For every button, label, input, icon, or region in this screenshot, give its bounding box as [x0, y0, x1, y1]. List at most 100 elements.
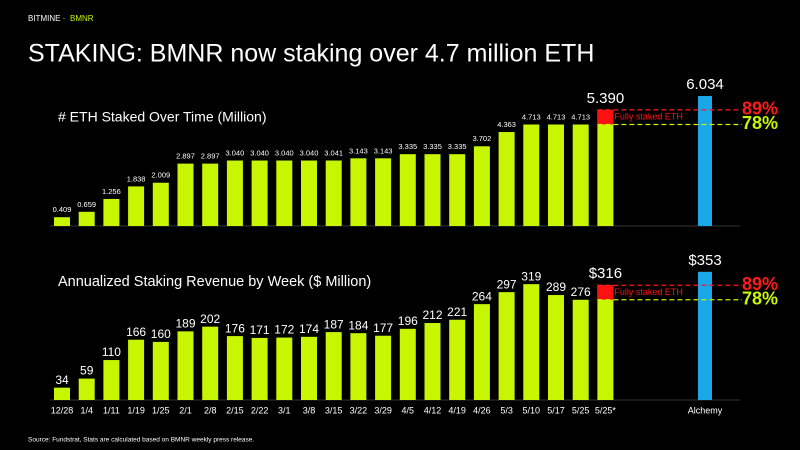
bar [597, 109, 614, 226]
x-tick-label: Alchemy [688, 405, 723, 415]
value-label: 1.256 [102, 187, 121, 196]
bar [572, 124, 589, 226]
x-tick-label: 3/22 [350, 405, 368, 415]
value-label: 221 [447, 305, 467, 319]
bar [276, 337, 293, 400]
bar [276, 160, 293, 226]
x-tick-label: 1/11 [103, 405, 120, 415]
x-tick-label: 5/25* [595, 405, 617, 415]
value-label: 3.040 [300, 149, 319, 158]
x-tick-label: 12/28 [51, 405, 74, 415]
value-label: 3.143 [374, 146, 393, 155]
value-label: 3.335 [423, 142, 442, 151]
bar [424, 154, 441, 226]
bar [226, 160, 243, 226]
x-tick-label: 3/29 [374, 405, 392, 415]
bar [473, 146, 490, 226]
value-label: 174 [299, 322, 319, 336]
x-tick-label: 4/5 [402, 405, 415, 415]
value-label: 2.009 [151, 171, 170, 180]
value-label: 264 [472, 289, 492, 303]
value-label: 3.041 [324, 148, 343, 157]
value-label: 4.713 [547, 112, 566, 121]
brand: BITMINE · [28, 14, 65, 23]
bar [152, 341, 169, 400]
bar [54, 387, 70, 400]
chart-title: Annualized Staking Revenue by Week ($ Mi… [58, 274, 371, 290]
fully-staked-block [597, 285, 614, 300]
value-label: 3.040 [226, 149, 245, 158]
fully-staked-label: Fully staked ETH [614, 112, 683, 122]
value-label: 2.897 [201, 152, 220, 161]
bar [54, 217, 70, 226]
bar [498, 132, 515, 226]
ratio-label: 78% [742, 289, 778, 309]
x-tick-label: 5/10 [523, 405, 541, 415]
bar [698, 271, 712, 400]
bar [128, 339, 145, 400]
bar [473, 304, 490, 400]
x-tick-label: 4/12 [424, 405, 442, 415]
value-label: $316 [589, 265, 622, 282]
bar [350, 333, 367, 400]
bar [399, 328, 416, 400]
x-tick-label: 4/26 [473, 405, 491, 415]
fully-staked-block [597, 109, 614, 125]
bar [523, 284, 540, 400]
bar [572, 299, 589, 400]
value-label: 3.040 [275, 149, 294, 158]
bar [523, 124, 540, 226]
value-label: 184 [348, 318, 368, 332]
value-label: 6.034 [686, 76, 724, 93]
bar [251, 337, 268, 400]
value-label: 160 [151, 327, 171, 341]
x-tick-label: 2/15 [226, 405, 244, 415]
value-label: 189 [175, 317, 195, 331]
x-tick-label: 2/22 [251, 405, 269, 415]
ratio-label: 89% [742, 274, 778, 294]
x-tick-label: 5/25 [572, 405, 590, 415]
x-tick-label: 3/15 [325, 405, 343, 415]
fully-staked-label: Fully staked ETH [614, 287, 683, 297]
x-tick-label: 1/4 [80, 405, 93, 415]
x-tick-label: 2/1 [179, 405, 192, 415]
x-tick-label: 1/25 [152, 405, 170, 415]
ratio-label: 78% [742, 113, 778, 133]
value-label: 3.143 [349, 146, 368, 155]
bar [128, 186, 145, 226]
value-label: 319 [521, 269, 541, 283]
value-label: 176 [225, 321, 245, 335]
value-label: 0.409 [53, 205, 72, 214]
bar [375, 158, 392, 226]
value-label: 110 [102, 345, 121, 359]
value-label: 3.335 [448, 142, 467, 151]
bar [399, 154, 416, 226]
value-label: 172 [274, 323, 294, 337]
bar [449, 319, 466, 400]
bar [301, 336, 317, 400]
bar [78, 211, 95, 226]
ratio-label: 89% [742, 99, 778, 119]
value-label: 289 [546, 280, 566, 294]
value-label: 34 [55, 373, 69, 387]
value-label: 1.838 [127, 174, 146, 183]
x-tick-label: 3/1 [278, 405, 291, 415]
value-label: 212 [422, 308, 442, 322]
bar [424, 323, 441, 400]
bar [597, 285, 614, 400]
x-tick-label: 5/3 [500, 405, 513, 415]
value-label: 177 [373, 321, 393, 335]
value-label: 5.390 [587, 90, 625, 107]
value-label: 59 [80, 364, 94, 378]
bar [177, 163, 194, 226]
value-label: 297 [497, 277, 517, 291]
bar [449, 154, 466, 226]
bar [548, 124, 564, 226]
bar [350, 158, 367, 226]
value-label: 276 [571, 285, 591, 299]
value-label: 196 [398, 314, 418, 328]
x-tick-label: 4/19 [448, 405, 466, 415]
bar [325, 332, 342, 400]
value-label: 2.897 [176, 152, 195, 161]
